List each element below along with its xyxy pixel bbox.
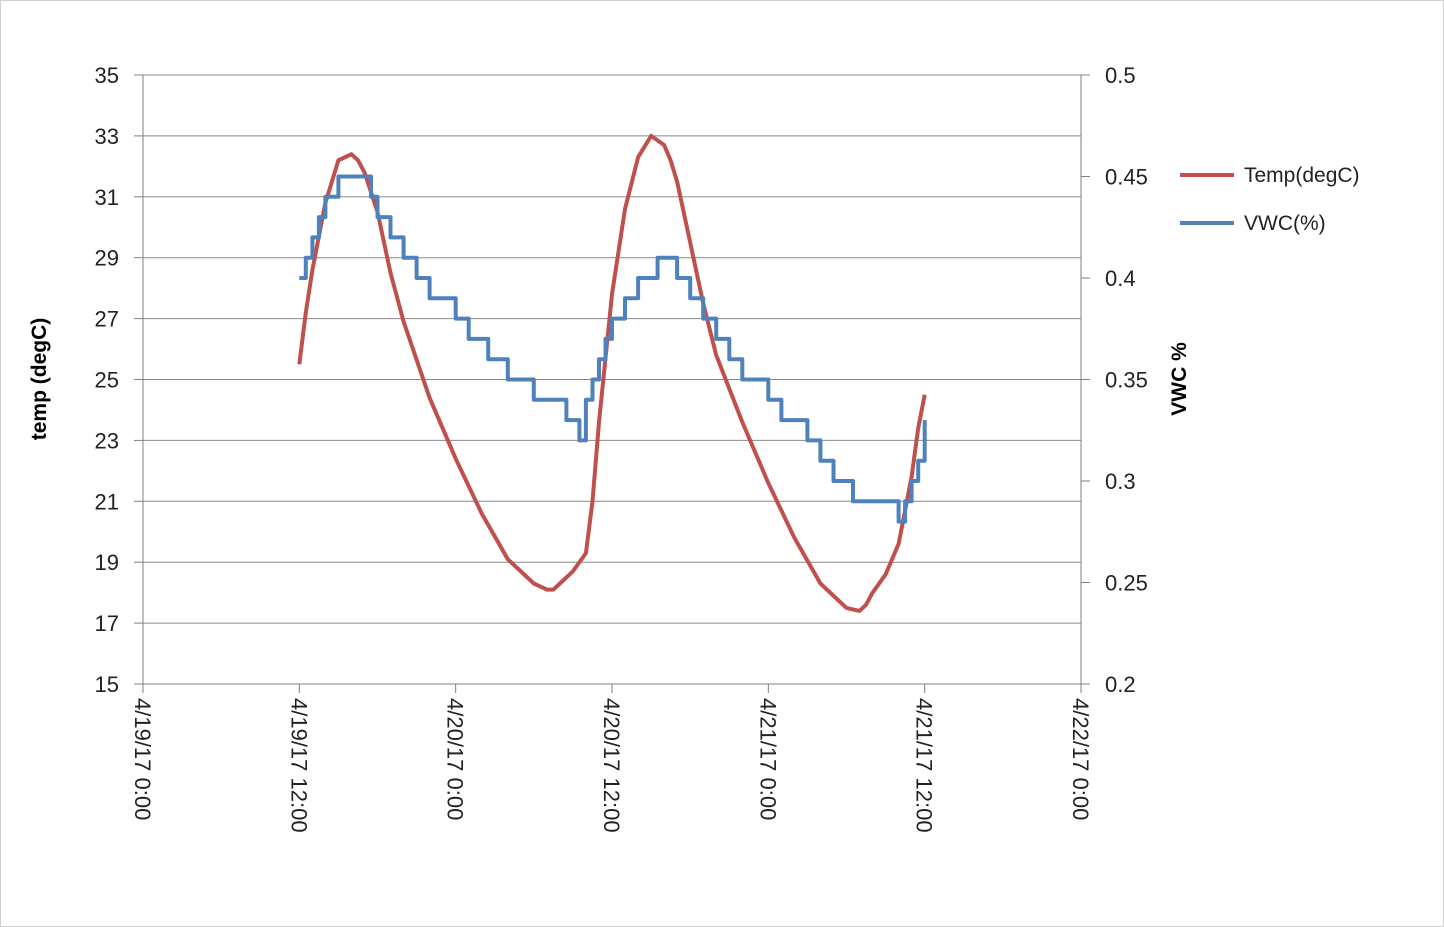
- y2-tick-label: 0.25: [1105, 571, 1148, 596]
- x-tick-label: 4/22/17 0:00: [1068, 698, 1093, 820]
- legend-label-vwc: VWC(%): [1244, 212, 1326, 235]
- x-tick-label: 4/19/17 12:00: [286, 698, 311, 833]
- axes: [134, 74, 1090, 693]
- series-layer: [297, 133, 927, 613]
- x-tick-label: 4/20/17 0:00: [443, 698, 468, 820]
- y-tick-label: 21: [95, 489, 119, 514]
- y-axis-title-right: VWC %: [1168, 342, 1191, 416]
- y-tick-label: 23: [95, 428, 119, 453]
- legend-label-temp: Temp(degC): [1244, 164, 1360, 187]
- y-tick-label: 19: [95, 550, 119, 575]
- series-line-vwc: [299, 174, 927, 524]
- y-axis-title-left: temp (degC): [28, 318, 51, 441]
- y2-tick-label: 0.3: [1105, 469, 1136, 494]
- y-tick-label: 15: [95, 672, 119, 697]
- y-tick-label: 31: [95, 185, 119, 210]
- y-tick-label: 17: [95, 611, 119, 636]
- x-tick-label: 4/20/17 12:00: [599, 698, 624, 833]
- y2-tick-label: 0.35: [1105, 368, 1148, 393]
- y-tick-label: 35: [95, 63, 119, 88]
- y2-tick-label: 0.4: [1105, 266, 1136, 291]
- y-tick-label: 29: [95, 246, 119, 271]
- legend: Temp(degC) VWC(%): [1180, 164, 1360, 235]
- y2-tick-label: 0.5: [1105, 63, 1136, 88]
- y-tick-label: 25: [95, 368, 119, 393]
- y2-tick-label: 0.45: [1105, 165, 1148, 190]
- y-tick-label: 33: [95, 124, 119, 149]
- x-tick-label: 4/21/17 12:00: [912, 698, 937, 833]
- y2-tick-label: 0.2: [1105, 672, 1136, 697]
- y-tick-label: 27: [95, 307, 119, 332]
- x-tick-label: 4/19/17 0:00: [130, 698, 155, 820]
- x-tick-label: 4/21/17 0:00: [755, 698, 780, 820]
- tick-labels: 35 33 31 29 27 25 23 21 19 17 15 0.5 0.45 0.4 0.35 0.3 0…: [95, 63, 1148, 833]
